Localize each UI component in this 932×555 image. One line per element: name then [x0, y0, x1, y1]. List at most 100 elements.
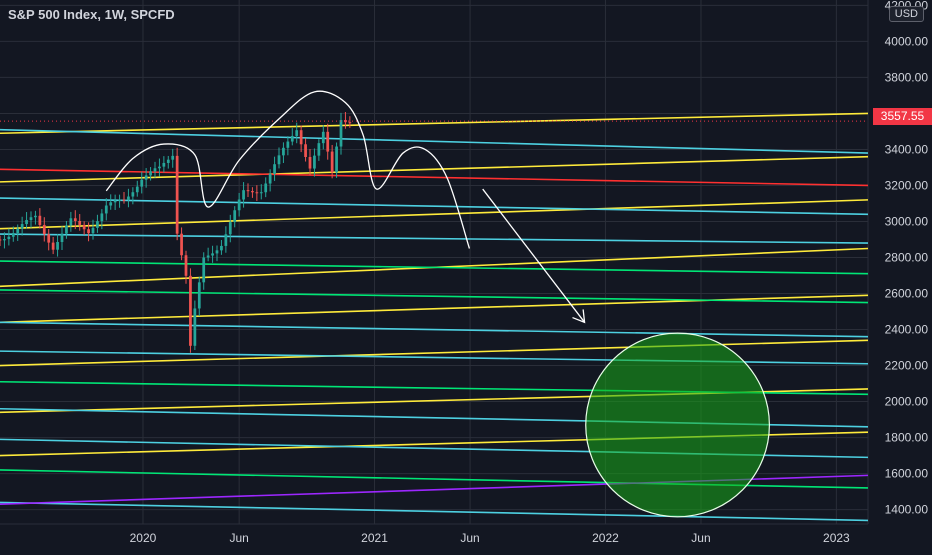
projection-arrow-head — [572, 309, 586, 324]
candle-body — [104, 205, 108, 214]
candle-body — [42, 224, 46, 235]
candle-body — [228, 222, 232, 235]
y-tick-label: 3400.00 — [885, 142, 929, 156]
last-price-tag: 3557.55 — [873, 108, 932, 125]
candle-body — [109, 202, 113, 206]
x-tick-label: Jun — [229, 531, 248, 545]
projection-arrow — [482, 188, 586, 323]
candle-body — [7, 236, 11, 240]
candle-body — [251, 191, 254, 193]
candle-body — [47, 234, 51, 243]
candle-body — [65, 225, 68, 234]
candle-body — [60, 233, 64, 243]
currency-badge[interactable]: USD — [888, 6, 924, 22]
candle-body — [131, 192, 135, 197]
candle-body — [38, 215, 42, 225]
head-and-shoulders-curve — [105, 90, 471, 249]
candle-body — [100, 213, 104, 222]
candle-body — [153, 168, 157, 172]
candle-body — [233, 210, 237, 223]
candle-body — [286, 141, 290, 148]
candle-body — [313, 155, 316, 169]
candle-body — [69, 218, 73, 226]
trendline — [0, 155, 869, 183]
trendline — [0, 260, 869, 275]
x-tick-label: 2021 — [361, 531, 388, 545]
y-tick-label: 4000.00 — [885, 34, 929, 48]
trendline — [0, 321, 869, 338]
trendline — [0, 112, 869, 135]
candle-body — [184, 255, 188, 276]
candle-body — [144, 175, 148, 180]
x-tick-label: 2022 — [592, 531, 619, 545]
candle-body — [171, 155, 175, 160]
candle-body — [330, 151, 334, 173]
candle-body — [277, 155, 281, 165]
candle-body — [82, 224, 86, 230]
candle-body — [34, 215, 37, 218]
y-tick-label: 3000.00 — [885, 214, 929, 228]
candle-body — [11, 232, 15, 237]
y-tick-label: 2600.00 — [885, 287, 929, 301]
candle-body — [321, 131, 325, 144]
candle-body — [290, 135, 294, 142]
trendline — [0, 197, 869, 216]
chart-title: S&P 500 Index, 1W, SPCFD — [8, 7, 175, 22]
y-tick-label: 2400.00 — [885, 323, 929, 337]
trendline — [0, 199, 869, 230]
candle-body — [326, 131, 330, 152]
candle-body — [246, 190, 250, 192]
candle-body — [149, 171, 152, 176]
candle-body — [259, 192, 263, 194]
candle-body — [73, 218, 77, 221]
y-tick-label: 2000.00 — [885, 395, 929, 409]
candle-body — [339, 120, 343, 147]
trendline — [0, 289, 869, 304]
candle-body — [122, 199, 126, 201]
trendline — [0, 501, 869, 522]
target-zone-circle — [585, 332, 771, 518]
candle-body — [202, 257, 206, 283]
candle-body — [215, 250, 219, 254]
candle-body — [78, 220, 82, 225]
candle-body — [175, 155, 179, 234]
y-tick-label: 3800.00 — [885, 70, 929, 84]
candle-body — [255, 192, 259, 194]
candle-body — [335, 146, 338, 173]
trendline — [0, 128, 869, 154]
y-tick-label: 3200.00 — [885, 178, 929, 192]
candle-body — [344, 120, 347, 123]
candle-body — [162, 162, 166, 167]
candle-body — [158, 166, 161, 169]
candle-body — [16, 228, 20, 233]
x-tick-label: 2020 — [130, 531, 157, 545]
candle-body — [56, 242, 59, 250]
candle-body — [304, 144, 307, 157]
y-tick-label: 1800.00 — [885, 431, 929, 445]
candle-body — [96, 221, 99, 228]
candle-body — [87, 229, 90, 234]
candle-body — [264, 183, 268, 193]
candle-body — [268, 173, 272, 184]
candle-body — [220, 245, 223, 251]
candle-body — [91, 227, 95, 234]
candle-body — [308, 156, 312, 169]
candle-body — [206, 255, 210, 258]
candle-body — [166, 159, 170, 163]
x-tick-label: Jun — [460, 531, 479, 545]
candle-body — [29, 217, 33, 221]
candle-body — [118, 199, 121, 201]
candle-body — [135, 186, 139, 193]
candle-body — [317, 143, 321, 156]
y-tick-label: 1600.00 — [885, 467, 929, 481]
candle-body — [180, 233, 183, 256]
x-tick-label: Jun — [691, 531, 710, 545]
y-tick-label: 2200.00 — [885, 359, 929, 373]
candle-body — [242, 190, 245, 200]
x-tick-label: 2023 — [823, 531, 850, 545]
candle-body — [295, 130, 299, 136]
candle-body — [140, 179, 144, 187]
candle-body — [0, 239, 2, 241]
